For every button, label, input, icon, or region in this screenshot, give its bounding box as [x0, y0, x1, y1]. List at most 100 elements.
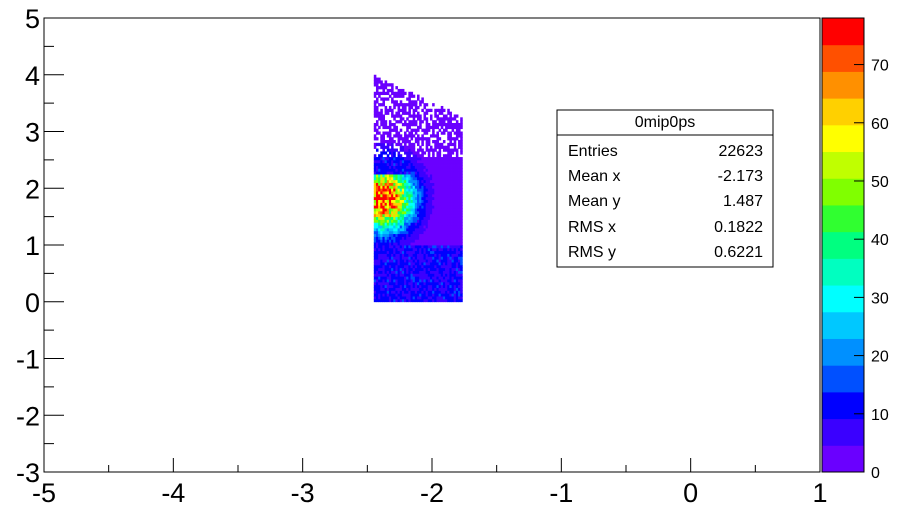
histogram-bin: [404, 287, 407, 291]
histogram-bin: [453, 148, 457, 152]
histogram-bin: [384, 270, 388, 274]
histogram-bin: [438, 276, 442, 280]
histogram-bin: [408, 165, 411, 169]
histogram-bin: [455, 159, 459, 164]
histogram-bin: [384, 157, 388, 161]
histogram-bin: [412, 134, 416, 138]
histogram-bin: [384, 108, 388, 113]
histogram-bin: [451, 296, 455, 300]
histogram-bin: [460, 230, 463, 235]
histogram-bin: [391, 176, 394, 181]
histogram-bin: [406, 111, 409, 115]
histogram-bin: [373, 262, 377, 266]
histogram-bin: [410, 188, 414, 192]
histogram-bin: [449, 230, 452, 235]
histogram-bin: [447, 122, 450, 127]
histogram-bin: [451, 298, 455, 303]
histogram-bin: [404, 210, 407, 215]
histogram-bin: [382, 134, 385, 138]
histogram-bin: [412, 296, 416, 300]
histogram-bin: [408, 148, 411, 152]
histogram-bin: [423, 290, 427, 294]
histogram-bin: [460, 225, 463, 229]
histogram-bin: [427, 151, 431, 155]
histogram-bin: [410, 216, 414, 220]
histogram-bin: [421, 154, 424, 158]
histogram-bin: [414, 270, 418, 274]
histogram-bin: [447, 154, 450, 158]
stats-label-rms-y: RMS y: [568, 244, 616, 261]
histogram-bin: [460, 213, 463, 218]
histogram-bin: [419, 236, 422, 240]
histogram-bin: [395, 165, 398, 169]
histogram-bin: [436, 174, 439, 178]
histogram-bin: [432, 250, 435, 254]
stats-value-rms-y: 0.6221: [714, 244, 763, 261]
histogram-bin: [414, 188, 418, 192]
histogram-bin: [449, 122, 452, 127]
histogram-bin: [382, 210, 385, 215]
histogram-bin: [427, 108, 431, 113]
histogram-bin: [391, 262, 394, 266]
histogram-bin: [401, 94, 405, 98]
histogram-bin: [460, 182, 463, 186]
histogram-bin: [386, 270, 390, 274]
histogram-bin: [438, 159, 442, 164]
histogram-bin: [408, 111, 411, 115]
histogram-bin: [380, 247, 383, 252]
histogram-bin: [438, 227, 442, 232]
histogram-bin: [432, 157, 435, 161]
histogram-bin: [412, 250, 416, 254]
histogram-bin: [449, 242, 452, 246]
histogram-bin: [421, 222, 424, 226]
histogram-bin: [399, 279, 403, 283]
histogram-bin: [455, 267, 459, 271]
histogram-bin: [384, 165, 388, 169]
histogram-bin: [412, 193, 416, 198]
histogram-bin: [401, 233, 405, 237]
histogram-bin: [404, 174, 407, 178]
histogram-bin: [393, 128, 396, 132]
histogram-bin: [375, 188, 379, 192]
histogram-bin: [451, 199, 455, 203]
histogram-bin: [425, 202, 429, 206]
histogram-bin: [397, 219, 401, 223]
histogram-bin: [384, 276, 388, 280]
histogram-bin: [401, 111, 405, 115]
histogram-bin: [397, 176, 401, 181]
histogram-bin: [460, 290, 463, 294]
histogram-bin: [417, 233, 420, 237]
histogram-bin: [406, 157, 409, 161]
histogram-bin: [425, 208, 429, 212]
histogram-bin: [408, 213, 411, 218]
histogram-bin: [449, 185, 452, 189]
histogram-bin: [423, 222, 427, 226]
histogram-bin: [384, 222, 388, 226]
histogram-bin: [393, 259, 396, 263]
histogram-bin: [447, 182, 450, 186]
histogram-bin: [445, 196, 448, 200]
histogram-bin: [408, 298, 411, 303]
histogram-bin: [447, 256, 450, 260]
histogram-bin: [378, 199, 381, 203]
histogram-bin: [458, 174, 461, 178]
histogram-bin: [410, 165, 414, 169]
histogram-bin: [440, 159, 444, 164]
histogram-bin: [386, 159, 390, 164]
histogram-bin: [432, 262, 435, 266]
histogram-bin: [412, 103, 416, 107]
histogram-bin: [395, 230, 398, 235]
histogram-bin: [399, 281, 403, 286]
histogram-bin: [419, 296, 422, 300]
histogram-bin: [419, 210, 422, 215]
histogram-bin: [378, 242, 381, 246]
histogram-bin: [447, 157, 450, 161]
histogram-bin: [432, 208, 435, 212]
histogram-bin: [401, 276, 405, 280]
histogram-bin: [378, 185, 381, 189]
histogram-bin: [440, 242, 444, 246]
histogram-bin: [449, 199, 452, 203]
histogram-bin: [386, 108, 390, 113]
histogram-bin: [425, 233, 429, 237]
histogram-bin: [388, 131, 392, 135]
